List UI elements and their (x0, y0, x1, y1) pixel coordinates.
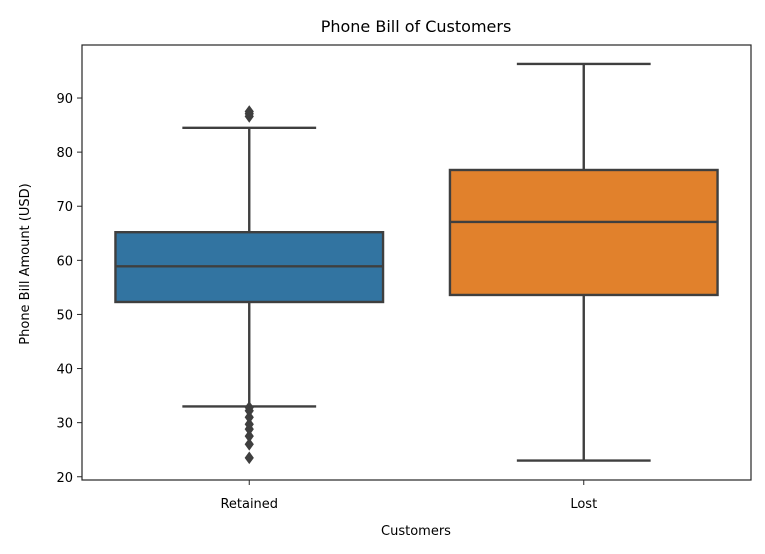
outlier-point (244, 429, 254, 443)
y-axis-label: Phone Bill Amount (USD) (18, 183, 33, 344)
outlier-point (244, 105, 254, 118)
y-axis: 20 30 40 50 60 70 80 90 (56, 92, 82, 486)
y-tick-label: 60 (56, 254, 73, 269)
outlier-point (244, 410, 254, 424)
outlier-point (244, 437, 254, 451)
chart-title: Phone Bill of Customers (321, 17, 512, 36)
y-tick-label: 90 (56, 92, 73, 107)
y-tick-label: 30 (56, 417, 73, 432)
x-tick-label: Lost (570, 497, 597, 512)
y-tick-label: 40 (56, 363, 73, 378)
plot-frame (81, 44, 752, 481)
box-group-lost (448, 62, 719, 462)
plot-area (114, 62, 719, 465)
y-tick-label: 20 (56, 471, 73, 486)
iqr-box (448, 168, 719, 297)
outlier-point (244, 417, 254, 431)
x-tick-label: Retained (220, 497, 278, 512)
box-group-retained (114, 105, 385, 465)
y-tick-label: 50 (56, 308, 73, 323)
x-axis-label: Customers (381, 524, 451, 539)
x-axis: Retained Lost (220, 480, 597, 512)
outlier-point (244, 451, 254, 465)
y-tick-label: 80 (56, 146, 73, 161)
y-tick-label: 70 (56, 200, 73, 215)
outlier-point (244, 401, 254, 414)
